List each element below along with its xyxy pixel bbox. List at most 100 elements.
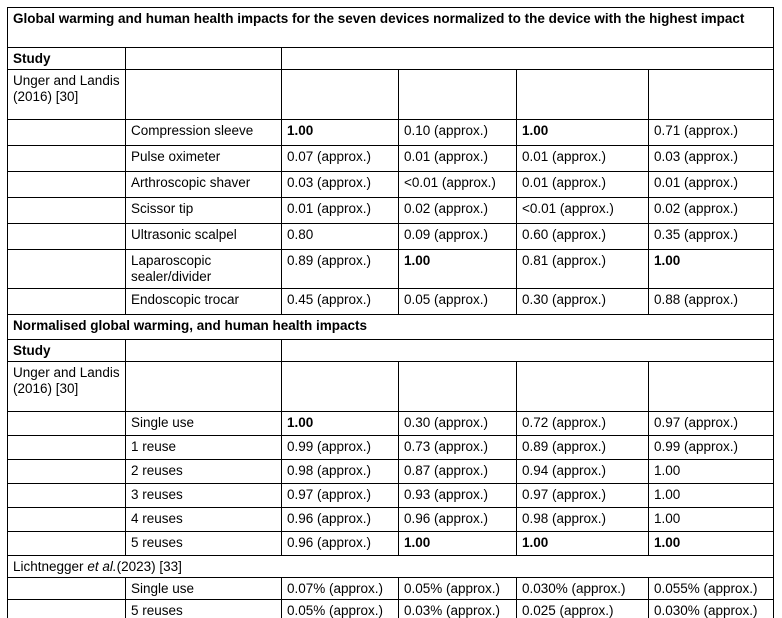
scenario-label: 1 reuse	[125, 435, 282, 460]
device-label: Scissor tip	[125, 197, 282, 224]
value-cell: 0.02 (approx.)	[647, 197, 775, 224]
value-cell: 1.00	[647, 531, 775, 556]
study-citation: Unger and Landis (2016) [30]	[7, 361, 126, 412]
value-cell: 0.05% (approx.)	[398, 576, 517, 600]
empty-cell	[280, 339, 775, 362]
empty-cell	[7, 288, 126, 315]
value-cell: 0.99 (approx.)	[647, 435, 775, 460]
section1-title-row: Global warming and human health impacts …	[6, 7, 775, 48]
value-cell: 0.96 (approx.)	[281, 507, 399, 532]
value-cell: 0.89 (approx.)	[516, 435, 649, 460]
value-cell: 0.81 (approx.)	[516, 249, 649, 289]
scenario-label: 3 reuses	[125, 483, 282, 508]
value-cell: 0.055% (approx.)	[647, 576, 775, 600]
scenario-label: 5 reuses	[125, 598, 282, 618]
empty-cell	[7, 249, 126, 289]
section1-study-row: Study	[7, 47, 775, 70]
table-row: Endoscopic trocar 0.45 (approx.) 0.05 (a…	[7, 288, 775, 315]
citation-prefix: Lichtnegger	[13, 559, 88, 574]
empty-cell	[7, 531, 126, 556]
scenario-label: Single use	[125, 576, 282, 600]
section1-author-row: Unger and Landis (2016) [30]	[7, 69, 775, 120]
value-cell: 0.01 (approx.)	[516, 145, 649, 172]
value-cell: 0.97 (approx.)	[516, 483, 649, 508]
value-cell: 0.02 (approx.)	[398, 197, 517, 224]
citation-etal: et al.	[87, 559, 117, 574]
empty-cell	[398, 69, 517, 120]
value-cell: 0.07% (approx.)	[281, 576, 399, 600]
value-cell: 0.98 (approx.)	[281, 459, 399, 484]
value-cell: 0.89 (approx.)	[281, 249, 399, 289]
empty-cell	[7, 411, 126, 436]
section2-title-row: Normalised global warming, and human hea…	[6, 314, 775, 340]
value-cell: 0.30 (approx.)	[516, 288, 649, 315]
empty-cell	[280, 47, 775, 70]
value-cell: 0.87 (approx.)	[398, 459, 517, 484]
empty-cell	[125, 339, 282, 362]
value-cell: 0.93 (approx.)	[398, 483, 517, 508]
value-cell: 0.80	[281, 223, 399, 250]
value-cell: 1.00	[281, 119, 399, 146]
empty-cell	[7, 145, 126, 172]
device-label: Compression sleeve	[125, 119, 282, 146]
value-cell: 0.45 (approx.)	[281, 288, 399, 315]
value-cell: 1.00	[398, 531, 517, 556]
value-cell: 0.72 (approx.)	[516, 411, 649, 436]
empty-cell	[647, 69, 775, 120]
table-row: Scissor tip 0.01 (approx.) 0.02 (approx.…	[7, 197, 775, 224]
table-row: Laparoscopic sealer/divider 0.89 (approx…	[7, 249, 775, 289]
value-cell: <0.01 (approx.)	[516, 197, 649, 224]
value-cell: 1.00	[647, 249, 775, 289]
device-label: Ultrasonic scalpel	[125, 223, 282, 250]
value-cell: 0.030% (approx.)	[647, 598, 775, 618]
section2-title: Normalised global warming, and human hea…	[6, 314, 775, 340]
value-cell: 1.00	[647, 459, 775, 484]
value-cell: 1.00	[647, 483, 775, 508]
value-cell: 0.05 (approx.)	[398, 288, 517, 315]
device-label: Endoscopic trocar	[125, 288, 282, 315]
empty-cell	[7, 598, 126, 618]
empty-cell	[7, 435, 126, 460]
value-cell: 0.96 (approx.)	[398, 507, 517, 532]
table-row: Ultrasonic scalpel 0.80 0.09 (approx.) 0…	[7, 223, 775, 250]
value-cell: 1.00	[516, 531, 649, 556]
empty-cell	[7, 119, 126, 146]
value-cell: 0.03 (approx.)	[647, 145, 775, 172]
empty-cell	[281, 361, 399, 412]
value-cell: 0.07 (approx.)	[281, 145, 399, 172]
table-row: Single use 1.00 0.30 (approx.) 0.72 (app…	[7, 411, 775, 436]
value-cell: 0.35 (approx.)	[647, 223, 775, 250]
study-label: Study	[7, 47, 126, 70]
section2-study-row: Study	[7, 339, 775, 362]
empty-cell	[516, 69, 649, 120]
value-cell: 0.96 (approx.)	[281, 531, 399, 556]
scenario-label: Single use	[125, 411, 282, 436]
section1-title: Global warming and human health impacts …	[6, 7, 775, 48]
empty-cell	[125, 361, 282, 412]
value-cell: 0.97 (approx.)	[647, 411, 775, 436]
value-cell: 0.94 (approx.)	[516, 459, 649, 484]
value-cell: 1.00	[281, 411, 399, 436]
value-cell: 0.88 (approx.)	[647, 288, 775, 315]
value-cell: 0.30 (approx.)	[398, 411, 517, 436]
device-label: Laparoscopic sealer/divider	[125, 249, 282, 289]
value-cell: 0.03% (approx.)	[398, 598, 517, 618]
table-row: 2 reuses 0.98 (approx.) 0.87 (approx.) 0…	[7, 459, 775, 484]
empty-cell	[281, 69, 399, 120]
value-cell: 0.03 (approx.)	[281, 171, 399, 198]
empty-cell	[7, 197, 126, 224]
value-cell: 0.01 (approx.)	[281, 197, 399, 224]
table-row: 3 reuses 0.97 (approx.) 0.93 (approx.) 0…	[7, 483, 775, 508]
impacts-table: Global warming and human health impacts …	[6, 7, 775, 618]
section2-author-row: Unger and Landis (2016) [30]	[7, 361, 775, 412]
table-row: 1 reuse 0.99 (approx.) 0.73 (approx.) 0.…	[7, 435, 775, 460]
study-label: Study	[7, 339, 126, 362]
table-row: Arthroscopic shaver 0.03 (approx.) <0.01…	[7, 171, 775, 198]
empty-cell	[7, 223, 126, 250]
empty-cell	[7, 483, 126, 508]
empty-cell	[7, 171, 126, 198]
value-cell: 0.60 (approx.)	[516, 223, 649, 250]
empty-cell	[647, 361, 775, 412]
empty-cell	[516, 361, 649, 412]
value-cell: 0.71 (approx.)	[647, 119, 775, 146]
